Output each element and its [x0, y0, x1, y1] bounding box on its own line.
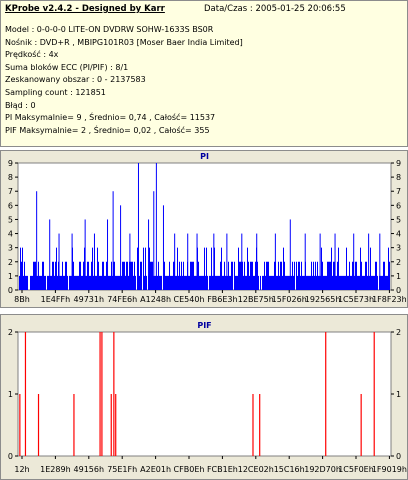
x-tick-label: 1C5F0Eh — [338, 465, 374, 474]
y-tick-label-left: 5 — [8, 215, 13, 224]
x-tick-label: 8Bh — [14, 295, 30, 304]
y-tick-label-left: 2 — [8, 258, 13, 267]
chart-title: PIF — [197, 321, 211, 330]
x-tick-label: 75E1Fh — [107, 465, 137, 474]
x-tick-label: 192565h — [305, 295, 341, 304]
x-tick-label: 192D70h — [304, 465, 341, 474]
y-tick-label-left: 8 — [8, 173, 13, 182]
info-pif-summary: PIF Maksymalnie= 2 , Średnio= 0,02 , Cał… — [5, 125, 210, 135]
y-tick-label-left: 0 — [8, 286, 13, 295]
y-tick-label-right: 0 — [396, 452, 401, 461]
y-tick-label-left: 7 — [8, 187, 13, 196]
y-tick-label-right: 3 — [396, 244, 401, 253]
x-tick-label: 1C5E73h — [338, 295, 374, 304]
x-tick-label: 1E289h — [40, 465, 70, 474]
y-tick-label-right: 1 — [396, 272, 401, 281]
x-tick-label: 1F8F23h — [372, 295, 407, 304]
info-model: Model : 0-0-0-0 LITE-ON DVDRW SOHW-1633S… — [5, 25, 214, 34]
y-tick-label-left: 3 — [8, 244, 13, 253]
x-tick-label: 49731h — [74, 295, 105, 304]
y-tick-label-right: 7 — [396, 187, 401, 196]
x-tick-label: CFB0Eh — [174, 465, 205, 474]
info-error: Błąd : 0 — [5, 100, 36, 110]
y-tick-label-right: 5 — [396, 215, 401, 224]
info-pi-summary: PI Maksymalnie= 9 , Średnio= 0,74 , Cało… — [5, 113, 216, 123]
scan-date: Data/Czas : 2005-01-25 20:06:55 — [204, 4, 346, 14]
y-tick-label-right: 9 — [396, 159, 401, 168]
y-tick-label-right: 0 — [396, 286, 401, 295]
x-tick-label: 12h — [14, 465, 29, 474]
y-tick-label-left: 1 — [8, 272, 13, 281]
x-tick-label: 49156h — [74, 465, 105, 474]
y-tick-label-left: 1 — [8, 390, 13, 399]
x-tick-label: FB6E3h — [207, 295, 237, 304]
chart-title: PI — [200, 152, 209, 161]
y-tick-label-right: 4 — [396, 230, 401, 239]
x-tick-label: 1E4FFh — [41, 295, 71, 304]
pif-chart: PIF 0 0 1 1 2 2 12h 1E289h 49156h 75E1Fh A2E01h CFB0… — [8, 321, 407, 474]
x-tick-label: FCB1Eh — [207, 465, 238, 474]
y-tick-label-right: 6 — [396, 201, 401, 210]
x-tick-label: 12BE75h — [238, 295, 274, 304]
y-tick-label-left: 6 — [8, 201, 13, 210]
bar-series — [19, 332, 375, 456]
y-tick-label-right: 2 — [396, 328, 401, 337]
info-sampling-count: Sampling count : 121851 — [5, 87, 106, 97]
y-tick-label-left: 9 — [8, 159, 13, 168]
y-tick-label-left: 4 — [8, 230, 13, 239]
info-media: Nośnik : DVD+R , MBIPG101R03 [Moser Baer… — [5, 37, 243, 47]
x-tick-label: CE540h — [174, 295, 205, 304]
app-title: KProbe v2.4.2 - Designed by Karr — [5, 4, 165, 14]
scan-info-panel: KProbe v2.4.2 - Designed by Karr Data/Cz… — [0, 0, 408, 147]
y-tick-label-right: 1 — [396, 390, 401, 399]
pi-chart: PI 0 0 1 1 2 2 3 3 4 4 5 5 6 6 7 7 8 8 9 9 8Bh 1E4FFh 49731h 74F… — [8, 152, 407, 304]
plot-area — [17, 331, 392, 457]
info-ecc-blocks: Suma bloków ECC (PI/PIF) : 8/1 — [5, 62, 129, 72]
info-speed: Prędkość : 4x — [5, 50, 59, 60]
x-tick-label: 15F026h — [272, 295, 307, 304]
y-tick-label-left: 2 — [8, 328, 13, 337]
x-tick-label: A1248h — [140, 295, 171, 304]
info-rows: Model : 0-0-0-0 LITE-ON DVDRW SOHW-1633S… — [5, 24, 405, 137]
x-tick-label: 12CE02h — [238, 465, 274, 474]
x-tick-label: 74FE6h — [107, 295, 137, 304]
pi-chart-panel: PI 0 0 1 1 2 2 3 3 4 4 5 5 6 6 7 7 8 8 9 9 8Bh 1E4FFh 49731h 74F… — [0, 150, 408, 308]
bar-series — [19, 163, 390, 290]
y-tick-label-right: 8 — [396, 173, 401, 182]
x-tick-label: 15C16h — [274, 465, 305, 474]
y-tick-label-right: 2 — [396, 258, 401, 267]
info-scanned-area: Zeskanowany obszar : 0 - 2137583 — [5, 75, 146, 85]
x-tick-label: A2E01h — [140, 465, 171, 474]
y-tick-label-left: 0 — [8, 452, 13, 461]
x-tick-label: 1F9019h — [372, 465, 407, 474]
pif-chart-panel: PIF 0 0 1 1 2 2 12h 1E289h 49156h 75E1Fh A2E01h CFB0… — [0, 314, 408, 480]
